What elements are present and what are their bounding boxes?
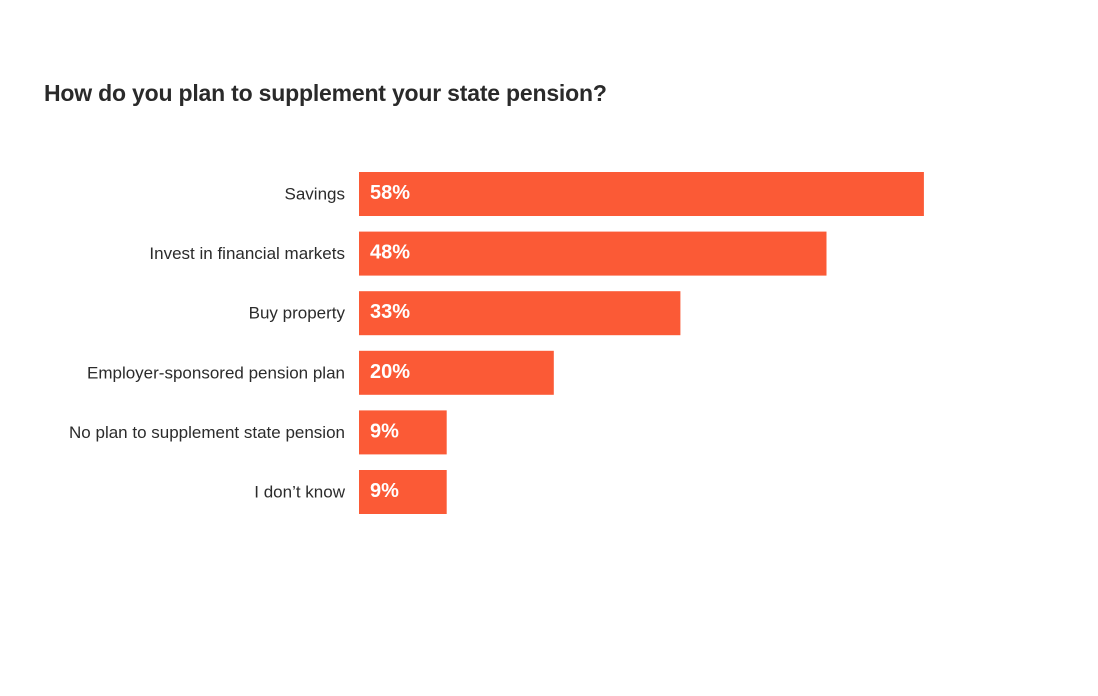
value-label: 20%: [370, 361, 410, 383]
bar: [359, 470, 447, 514]
bar-group: Employer-sponsored pension plan 20%: [87, 350, 554, 395]
value-label: 9%: [370, 480, 399, 502]
bar-group: I don’t know 9%: [254, 470, 447, 514]
category-label: Savings: [285, 185, 345, 204]
value-label: 33%: [370, 301, 410, 323]
bar-group: Invest in financial markets 48%: [149, 231, 827, 276]
category-label: No plan to supplement state pension: [69, 423, 345, 442]
category-label: Buy property: [249, 304, 346, 323]
bar-group: No plan to supplement state pension 9%: [69, 410, 447, 455]
bar: [359, 350, 554, 395]
category-label: I don’t know: [254, 483, 345, 502]
bars-layer: Savings 58% Invest in financial markets 48%…: [69, 172, 924, 514]
bar-group: Savings 58%: [285, 172, 924, 216]
value-label: 58%: [370, 182, 410, 204]
bar-group: Buy property 33%: [249, 291, 681, 336]
bar: [359, 231, 827, 276]
chart-title: How do you plan to supplement your state…: [44, 80, 607, 106]
category-label: Invest in financial markets: [149, 244, 345, 263]
bar: [359, 410, 447, 455]
value-label: 9%: [370, 420, 399, 442]
bar: [359, 291, 681, 336]
value-label: 48%: [370, 242, 410, 264]
category-label: Employer-sponsored pension plan: [87, 363, 345, 382]
bar: [359, 172, 924, 216]
